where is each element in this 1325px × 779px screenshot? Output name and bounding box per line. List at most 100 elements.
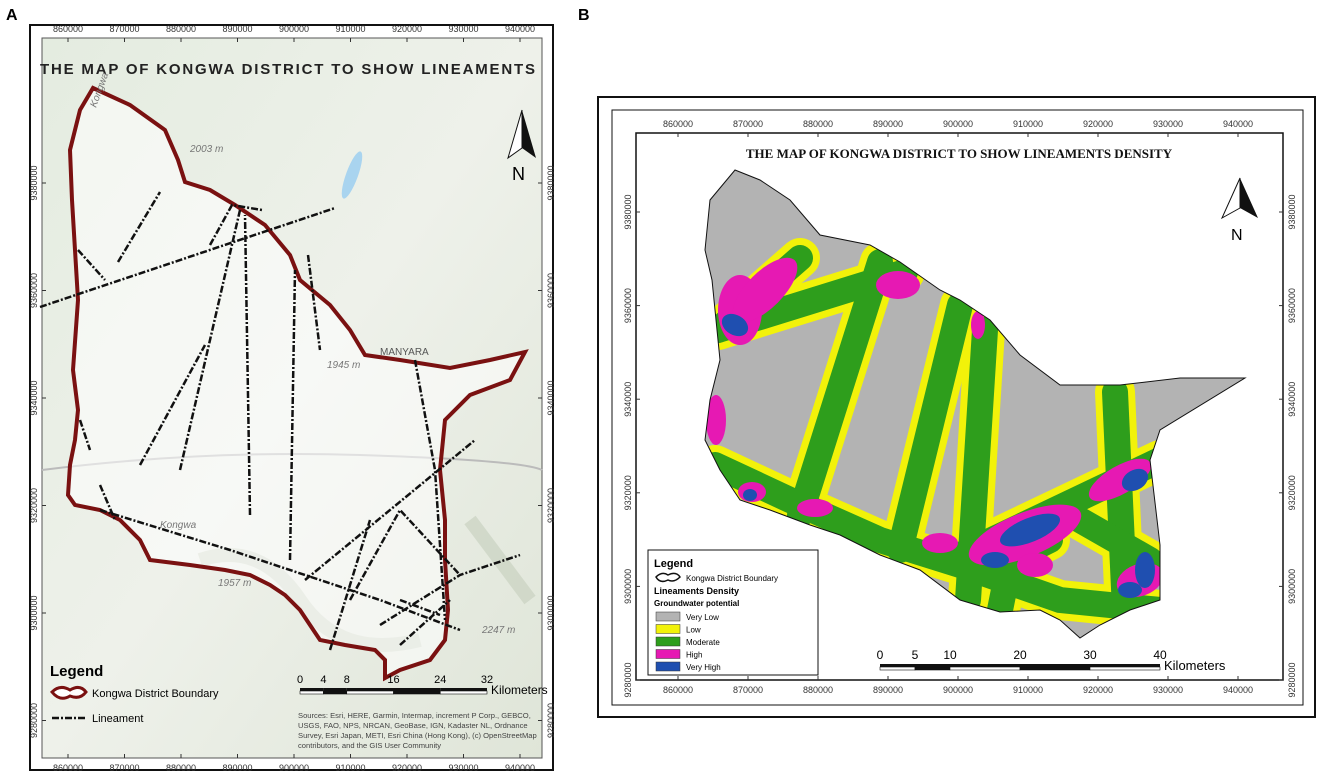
sources-line: contributors, and the GIS User Community — [298, 741, 441, 750]
class-band — [787, 249, 893, 528]
x-tick-label: 890000 — [222, 24, 252, 34]
legend-item: High — [686, 651, 702, 660]
legend-subtitle: Lineaments Density — [654, 586, 739, 596]
y-tick-label: 9360000 — [546, 273, 556, 308]
scale-unit: Kilometers — [1164, 658, 1226, 673]
class-blob — [981, 552, 1009, 568]
class-blob — [721, 313, 749, 337]
x-tick-label: 930000 — [1153, 685, 1183, 695]
class-blob — [876, 271, 920, 299]
legend-item: Kongwa District Boundary — [92, 688, 219, 700]
y-tick-label: 9300000 — [623, 569, 633, 604]
x-tick-label: 910000 — [335, 763, 365, 773]
x-tick-label: 920000 — [392, 24, 422, 34]
class-blob — [922, 533, 958, 553]
class-band — [887, 292, 973, 563]
legend-item: Low — [686, 626, 701, 635]
x-tick-label: 860000 — [53, 763, 83, 773]
y-tick-label: 9380000 — [623, 194, 633, 229]
x-tick-label: 880000 — [166, 24, 196, 34]
x-tick-label: 900000 — [943, 685, 973, 695]
y-tick-label: 9340000 — [29, 380, 39, 415]
scale-label: 20 — [1013, 648, 1027, 662]
x-tick-label: 910000 — [335, 24, 365, 34]
north-label: N — [512, 164, 525, 184]
y-tick-label: 9320000 — [29, 488, 39, 523]
lake — [341, 151, 363, 199]
legend-swatch — [655, 572, 681, 583]
legend-item: Very Low — [686, 613, 719, 622]
x-tick-label: 930000 — [448, 763, 478, 773]
x-tick-label: 860000 — [663, 685, 693, 695]
legend-swatch — [655, 636, 681, 647]
scale-label: 5 — [912, 648, 919, 662]
scale-segment — [914, 666, 951, 671]
x-tick-label: 930000 — [448, 24, 478, 34]
x-tick-label: 870000 — [109, 763, 139, 773]
scale-label: 0 — [877, 648, 884, 662]
sources-line: Survey, Esri Japan, METI, Esri China (Ho… — [298, 731, 537, 740]
legend-title: Legend — [654, 558, 693, 570]
x-tick-label: 890000 — [873, 119, 903, 129]
place-label: 2247 m — [481, 625, 515, 636]
x-tick-label: 900000 — [943, 119, 973, 129]
class-band — [1067, 507, 1163, 573]
x-tick-label: 900000 — [279, 24, 309, 34]
x-tick-label: 890000 — [873, 685, 903, 695]
sources-line: Sources: Esri, HERE, Garmin, Intermap, i… — [298, 711, 531, 720]
legend-swatch — [655, 649, 681, 659]
y-tick-label: 9320000 — [1287, 475, 1297, 510]
scale-label: 8 — [344, 674, 350, 686]
scale-segment — [879, 666, 916, 671]
y-tick-label: 9280000 — [29, 703, 39, 738]
y-tick-label: 9340000 — [1287, 382, 1297, 417]
scale-segment — [949, 666, 1021, 671]
y-tick-label: 9380000 — [546, 165, 556, 200]
scale-segment — [880, 664, 915, 667]
scale-segment — [393, 690, 441, 695]
scale-segment — [950, 664, 1020, 667]
place-label: Kongwa — [160, 520, 197, 531]
north-label: N — [1231, 227, 1243, 244]
scale-label: 16 — [387, 674, 399, 686]
lineaments — [39, 191, 521, 651]
x-tick-label: 880000 — [803, 119, 833, 129]
x-tick-label: 890000 — [222, 763, 252, 773]
sources-line: USGS, FAO, NPS, NRCAN, GeoBase, IGN, Kad… — [298, 721, 528, 730]
scale-segment — [915, 664, 950, 667]
x-tick-label: 870000 — [733, 119, 763, 129]
class-blob — [732, 257, 798, 323]
scale-segment — [300, 688, 324, 691]
class-blob — [706, 395, 726, 445]
north-arrow — [1220, 177, 1258, 220]
x-tick-label: 870000 — [109, 24, 139, 34]
map-title: THE MAP OF KONGWA DISTRICT TO SHOW LINEA… — [746, 146, 1173, 161]
y-tick-label: 9320000 — [623, 475, 633, 510]
sources: Sources: Esri, HERE, Garmin, Intermap, i… — [298, 711, 537, 750]
x-tick-label: 860000 — [663, 119, 693, 129]
y-tick-label: 9280000 — [623, 662, 633, 697]
class-band — [705, 452, 1173, 623]
scale-label: 30 — [1083, 648, 1097, 662]
scale-label: 40 — [1153, 648, 1167, 662]
scale-label: 10 — [943, 648, 957, 662]
scale-segment — [1019, 666, 1091, 671]
y-tick-label: 9280000 — [546, 703, 556, 738]
scale-label: 4 — [320, 674, 326, 686]
legend-item: Very High — [686, 663, 721, 672]
scale-segment — [1020, 664, 1090, 667]
scale-label: 0 — [297, 674, 303, 686]
x-tick-label: 870000 — [733, 685, 763, 695]
scale-segment — [393, 688, 441, 691]
y-tick-label: 9320000 — [546, 488, 556, 523]
y-tick-label: 9380000 — [1287, 194, 1297, 229]
x-tick-label: 940000 — [1223, 685, 1253, 695]
x-tick-label: 910000 — [1013, 685, 1043, 695]
panel-label: A — [6, 7, 18, 24]
y-tick-label: 9380000 — [29, 165, 39, 200]
x-tick-label: 910000 — [1013, 119, 1043, 129]
x-tick-label: 860000 — [53, 24, 83, 34]
legend-item: Lineament — [92, 713, 143, 725]
north-arrow — [507, 109, 536, 160]
